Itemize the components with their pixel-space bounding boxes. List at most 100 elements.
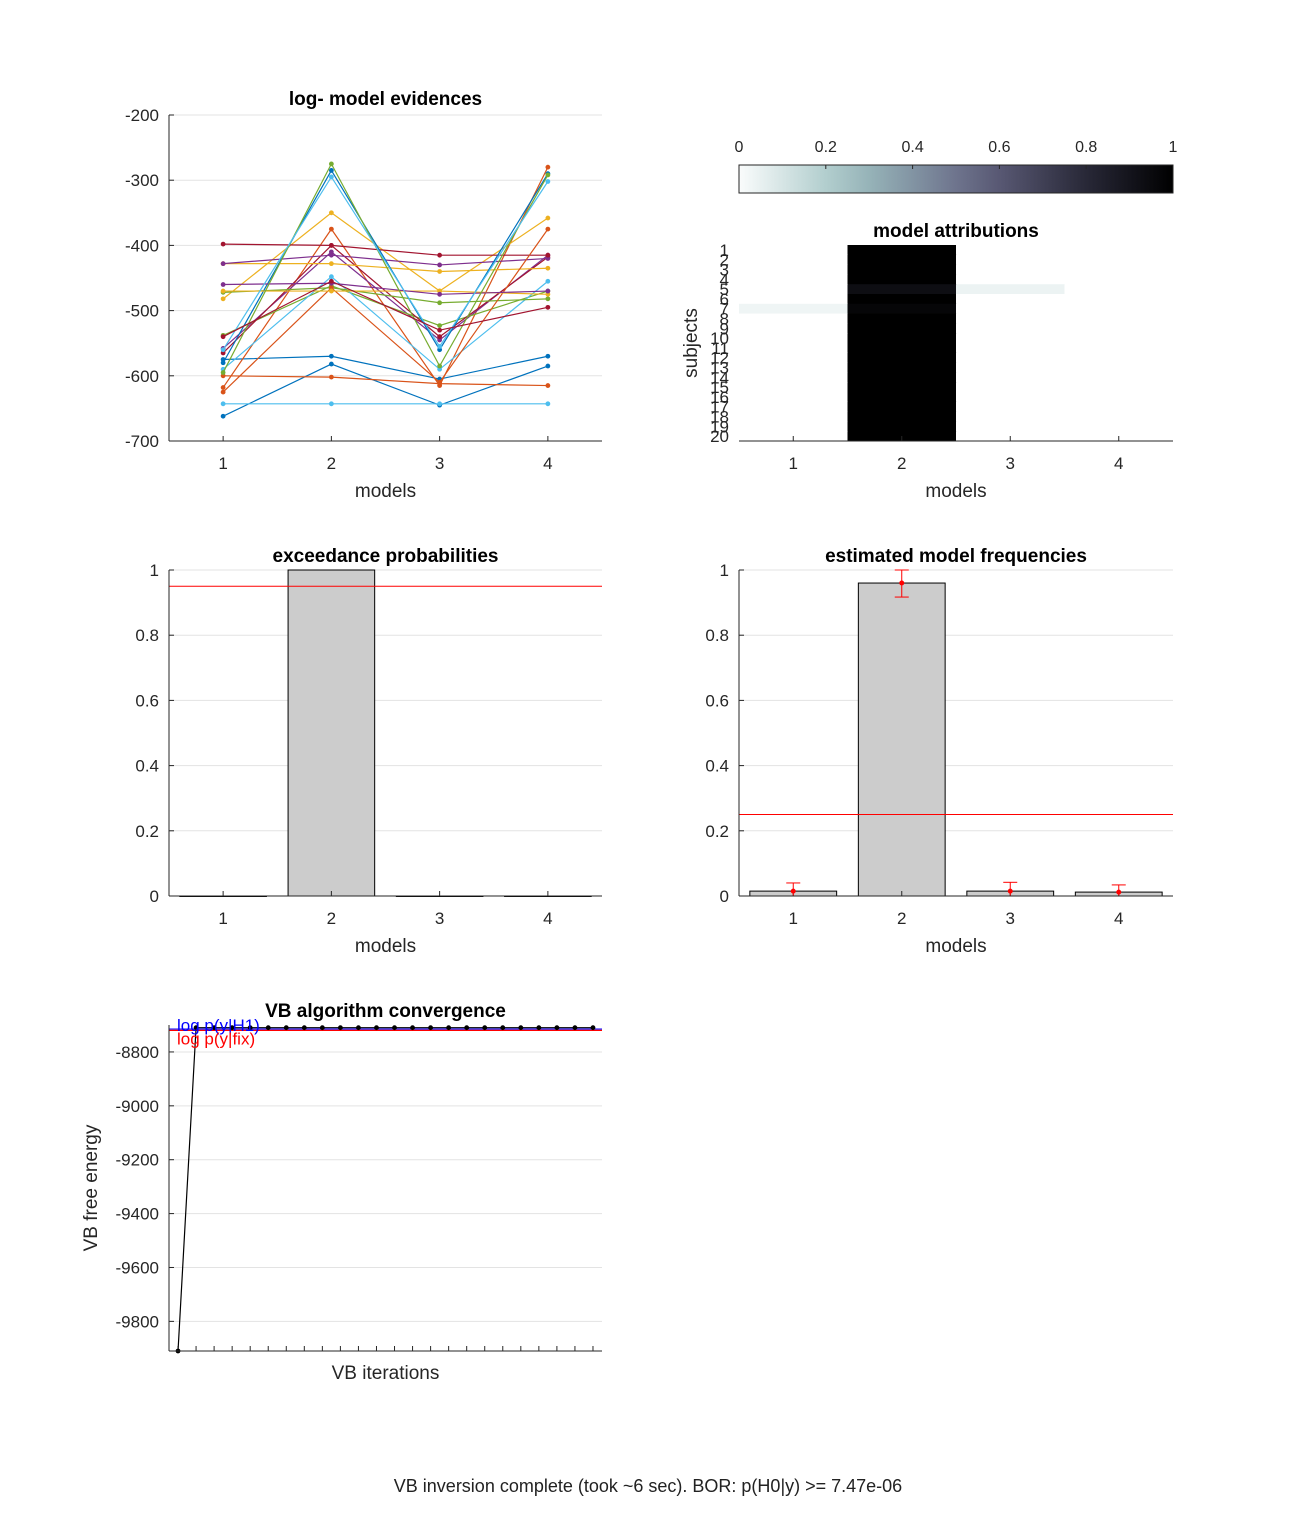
chart-title: exceedance probabilities — [273, 546, 499, 567]
series-line — [223, 287, 548, 304]
series-line — [222, 175, 549, 351]
data-point — [437, 334, 443, 340]
colorbar-tick-label: 0.6 — [988, 139, 1010, 156]
data-point — [518, 1025, 524, 1031]
data-point — [328, 210, 334, 216]
data-point — [319, 1025, 325, 1031]
heatmap-cell — [847, 372, 957, 383]
x-axis-label: models — [355, 936, 416, 957]
data-point — [545, 278, 551, 284]
colorbar-tick-label: 0.4 — [901, 139, 923, 156]
heatmap-cell — [956, 303, 1065, 315]
data-point — [437, 262, 443, 268]
bar — [857, 582, 946, 897]
y-tick-label: -300 — [125, 171, 159, 190]
data-point — [328, 261, 334, 267]
x-tick-label: 4 — [1114, 454, 1123, 473]
data-point — [220, 370, 226, 375]
data-point — [220, 385, 226, 390]
data-point — [545, 304, 551, 310]
series-line — [222, 280, 548, 338]
y-tick-label: -700 — [125, 432, 159, 451]
errorbar-point — [899, 580, 905, 586]
heatmap-cell — [1064, 372, 1174, 383]
errorbar-point — [1116, 889, 1122, 895]
data-point — [328, 288, 334, 294]
data-point — [328, 361, 334, 367]
heatmap-cell — [1064, 362, 1174, 373]
heatmap-cell — [956, 352, 1065, 364]
y-tick-label: 7 — [720, 300, 729, 319]
x-tick-label: 2 — [327, 454, 336, 473]
heatmap-cell — [739, 274, 848, 285]
heatmap-cell — [956, 254, 1065, 266]
x-tick-label: 1 — [789, 454, 798, 473]
x-tick-label: 3 — [1006, 909, 1015, 928]
y-tick-label: 0.4 — [135, 757, 159, 776]
data-point — [545, 383, 551, 388]
heatmap-cell — [739, 411, 848, 422]
data-point — [545, 252, 551, 258]
heatmap-cell — [1064, 421, 1174, 432]
y-tick-label: -8800 — [116, 1043, 159, 1062]
heatmap-cell — [956, 313, 1065, 324]
data-point — [220, 347, 226, 353]
heatmap-cell — [739, 372, 848, 383]
x-tick-label: 2 — [327, 909, 336, 928]
data-point — [437, 363, 443, 369]
data-point — [437, 323, 443, 328]
y-tick-label: 0.4 — [705, 757, 729, 776]
data-point — [374, 1025, 379, 1031]
heatmap-cell — [956, 284, 1065, 295]
series-line — [223, 243, 548, 256]
heatmap-cell — [1064, 313, 1174, 324]
x-axis-label: models — [355, 481, 416, 502]
y-tick-label: -9400 — [116, 1205, 159, 1224]
colorbar-tick-label: 0.2 — [815, 139, 837, 156]
heatmap-cell — [956, 274, 1065, 285]
y-tick-label: -9800 — [116, 1312, 159, 1331]
y-tick-label: 20 — [710, 427, 729, 446]
heatmap-cell — [1064, 303, 1174, 315]
x-tick-label: 4 — [543, 454, 552, 473]
heatmap-cell — [739, 323, 848, 334]
y-tick-label: 10 — [710, 329, 729, 348]
data-point — [328, 168, 334, 173]
data-point — [554, 1025, 560, 1031]
y-tick-label: 1 — [150, 561, 159, 580]
x-tick-label: 4 — [543, 909, 552, 928]
y-tick-label: 8 — [720, 310, 729, 329]
log-model-evidences-axes: -700 -600 -500 -400 -300 -200 1 2 3 4 log- model e… — [125, 89, 602, 502]
heatmap-cell — [739, 245, 848, 256]
heatmap-cell — [847, 343, 957, 354]
data-point — [229, 1025, 235, 1031]
y-tick-label: 4 — [720, 270, 729, 289]
heatmap-cell — [847, 294, 957, 305]
heatmap-cell — [847, 362, 957, 373]
data-point — [464, 1025, 470, 1031]
y-tick-label: 9 — [720, 319, 729, 338]
data-point — [328, 353, 334, 359]
y-tick-label: 0.6 — [135, 691, 159, 710]
data-point — [220, 413, 226, 419]
y-axis-label: subjects — [681, 308, 702, 378]
heatmap-cell — [739, 303, 848, 315]
y-tick-label: 0 — [720, 887, 729, 906]
y-axis-label: VB free energy — [81, 1124, 102, 1251]
heatmap-cell — [739, 362, 848, 373]
y-tick-label: -9600 — [116, 1258, 159, 1277]
heatmap-cell — [956, 294, 1065, 305]
heatmap-cell — [847, 352, 957, 364]
data-point — [283, 1025, 289, 1031]
y-tick-label: 13 — [710, 359, 729, 378]
heatmap-cell — [739, 401, 848, 413]
heatmap-cell — [956, 333, 1065, 344]
y-tick-label: 1 — [720, 241, 729, 260]
series-line — [222, 363, 549, 417]
data-point — [220, 389, 226, 395]
data-point — [437, 327, 443, 333]
y-tick-label: 0.6 — [705, 691, 729, 710]
heatmap-cell — [739, 333, 848, 344]
data-point — [545, 288, 551, 294]
